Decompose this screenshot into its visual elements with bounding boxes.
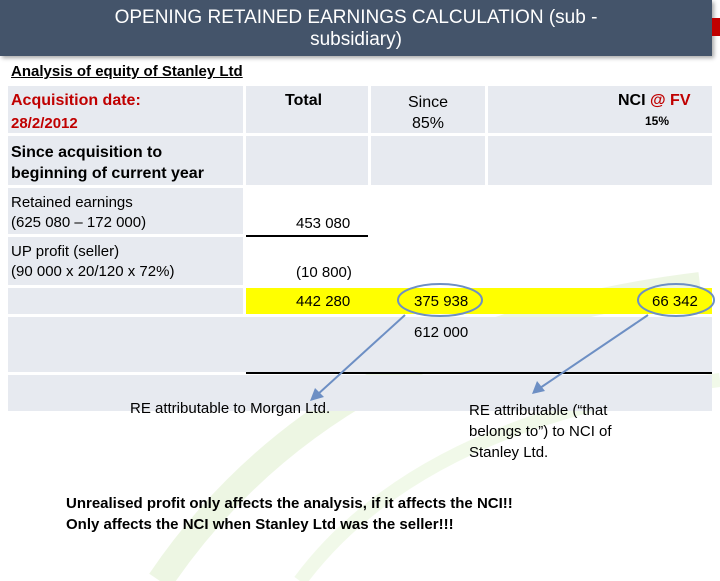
title-bar xyxy=(0,0,712,56)
section-heading: Analysis of equity of Stanley Ltd xyxy=(11,63,243,80)
acquisition-date-value: 28/2/2012 xyxy=(11,115,78,132)
column-header-total: Total xyxy=(285,92,323,109)
arrow-to-nci-head xyxy=(532,381,545,394)
header-cell-nci xyxy=(488,86,712,133)
column-header-nci-at: @ xyxy=(650,92,671,109)
row-cell-since-acq-label xyxy=(8,136,243,185)
value-re-total: 453 080 xyxy=(296,215,351,232)
row-label-since-acquisition-line-2: beginning of current year xyxy=(11,165,204,182)
row-label-retained-earnings-line-1: Retained earnings xyxy=(11,194,133,211)
row-cell-re-label xyxy=(8,188,243,234)
header-cell-label xyxy=(8,86,243,133)
row-cell-since-acq-total xyxy=(246,136,368,185)
row-cell-empty xyxy=(8,375,712,411)
row-cell-since-acq-nci xyxy=(488,136,712,185)
column-header-since: Since 85% xyxy=(371,92,485,134)
arrow-to-morgan xyxy=(316,314,406,396)
row-label-up-profit-line-2: (90 000 x 20/120 x 72%) xyxy=(11,263,175,280)
row-label-up-profit-line-1: UP profit (seller) xyxy=(11,243,120,260)
note-morgan: RE attributable to Morgan Ltd. xyxy=(130,400,331,417)
row-label-since-acquisition: Since acquisition to beginning of curren… xyxy=(11,142,204,184)
arrow-to-morgan-head xyxy=(310,388,324,401)
note-nci: RE attributable (“that belongs to”) to N… xyxy=(469,400,612,463)
row-label-since-acquisition-line-1: Since acquisition to xyxy=(11,144,163,161)
page-title-line-2: subsidiary) xyxy=(310,29,402,50)
acquisition-date-label: Acquisition date: xyxy=(11,92,141,109)
column-header-nci: NCI @ FV xyxy=(618,92,691,110)
footnote-line-2: Only affects the NCI when Stanley Ltd wa… xyxy=(66,516,454,533)
row-cell-sum-label xyxy=(8,288,243,314)
header-cell-total xyxy=(246,86,368,133)
total-rule xyxy=(246,372,712,374)
column-header-nci-fv: FV xyxy=(670,92,691,109)
footnote: Unrealised profit only affects the analy… xyxy=(66,493,513,535)
column-header-since-line-1: Since xyxy=(407,94,449,111)
corner-accent xyxy=(712,18,720,36)
column-header-nci-prefix: NCI xyxy=(618,92,650,109)
highlight-ellipse-since xyxy=(397,283,483,317)
page-title-line-1: OPENING RETAINED EARNINGS CALCULATION (s… xyxy=(114,7,598,28)
column-header-since-line-2: 85% xyxy=(411,115,445,132)
row-cell-up-label xyxy=(8,237,243,285)
row-label-retained-earnings-line-2: (625 080 – 172 000) xyxy=(11,214,147,231)
column-header-nci-percent: 15% xyxy=(645,114,670,128)
value-sum-since: 375 938 xyxy=(414,293,469,310)
footnote-line-1: Unrealised profit only affects the analy… xyxy=(66,495,513,512)
value-combined: 612 000 xyxy=(414,324,469,341)
value-up-total: (10 800) xyxy=(296,264,352,281)
row-cell-combined xyxy=(8,317,712,372)
note-nci-line-1: RE attributable (“that xyxy=(469,402,608,419)
value-sum-nci: 66 342 xyxy=(652,293,698,310)
page-title: OPENING RETAINED EARNINGS CALCULATION (s… xyxy=(0,7,712,51)
highlight-row xyxy=(246,288,712,314)
row-cell-since-acq-since xyxy=(371,136,485,185)
note-nci-line-3: Stanley Ltd. xyxy=(469,444,549,461)
note-nci-line-2: belongs to”) to NCI of xyxy=(469,423,612,440)
arrow-to-nci xyxy=(539,314,649,389)
highlight-ellipse-nci xyxy=(637,283,715,317)
value-sum-total: 442 280 xyxy=(296,293,351,310)
row-label-up-profit: UP profit (seller) (90 000 x 20/120 x 72… xyxy=(11,242,174,282)
header-cell-since xyxy=(371,86,485,133)
row-label-retained-earnings: Retained earnings (625 080 – 172 000) xyxy=(11,193,146,233)
subtotal-rule xyxy=(246,235,368,237)
